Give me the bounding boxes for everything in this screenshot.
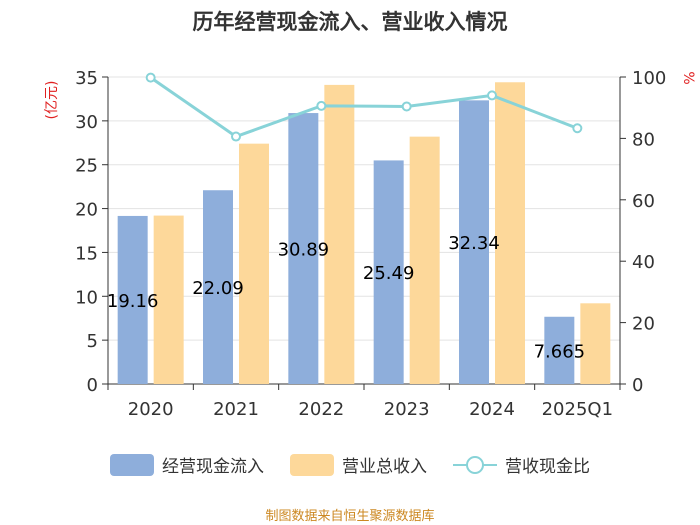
line-cash-ratio — [149, 76, 578, 139]
bar-revenue — [239, 143, 269, 384]
x-tick-label: 2021 — [213, 399, 259, 420]
legend-swatch-revenue — [290, 453, 334, 476]
bar-cash-inflow — [288, 113, 319, 384]
point-cash-ratio — [401, 101, 412, 112]
bar-revenue — [153, 215, 184, 384]
data-label-cash-inflow: 25.49 — [363, 263, 415, 284]
point-cash-ratio — [231, 131, 241, 142]
legend-item-revenue[interactable]: 营业总收入 — [290, 452, 427, 477]
x-tick-label: 2024 — [469, 399, 515, 420]
data-source-note: 制图数据来自恒生聚源数据库 — [265, 509, 435, 524]
x-tick-label: 2022 — [298, 399, 344, 420]
bar-revenue — [580, 303, 611, 384]
legend-label-cash-inflow: 经营现金流入 — [162, 457, 264, 477]
bar-cash-inflow — [203, 190, 233, 384]
data-label-cash-inflow: 30.89 — [278, 240, 330, 261]
bar-revenue — [409, 136, 440, 384]
y-tick-label: 25 — [75, 156, 98, 177]
y-right-tick-label: 40 — [632, 252, 655, 273]
legend-line-marker-icon — [453, 454, 497, 476]
data-label-cash-inflow: 7.665 — [534, 341, 586, 362]
bar-revenue — [324, 84, 355, 384]
legend-label-cash-ratio: 营收现金比 — [505, 457, 590, 477]
y-tick-label: 30 — [75, 112, 98, 133]
bar-cash-inflow — [117, 215, 148, 384]
legend-swatch-cash-inflow — [110, 453, 154, 476]
legend-item-cash-inflow[interactable]: 经营现金流入 — [110, 452, 264, 477]
bar-cash-inflow — [373, 160, 404, 384]
y-right-tick-label: 60 — [632, 191, 655, 212]
y-right-tick-label: 80 — [632, 129, 655, 150]
y-tick-label: 0 — [87, 375, 98, 396]
chart-legend: 经营现金流入 营业总收入 营收现金比 — [0, 452, 700, 477]
bar-revenue — [495, 82, 525, 385]
y-axis-title: (亿元) — [44, 81, 60, 120]
y-tick-label: 20 — [75, 200, 98, 221]
x-tick-label: 2020 — [128, 399, 174, 420]
data-label-cash-inflow: 32.34 — [448, 233, 500, 254]
data-label-cash-inflow: 19.16 — [107, 291, 159, 312]
bar-cash-inflow — [544, 316, 575, 384]
point-cash-ratio — [487, 90, 497, 101]
x-tick-label: 2023 — [384, 399, 430, 420]
y-right-tick-label: 100 — [632, 68, 666, 89]
y-tick-label: 5 — [87, 331, 98, 352]
x-tick-label: 2025Q1 — [542, 399, 613, 420]
point-cash-ratio — [145, 72, 156, 83]
y-right-tick-label: 0 — [632, 375, 643, 396]
y-right-axis-title: % — [680, 71, 696, 84]
chart-title: 历年经营现金流入、营业收入情况 — [192, 10, 508, 34]
y-tick-label: 10 — [75, 287, 98, 308]
data-label-cash-inflow: 22.09 — [192, 278, 244, 299]
point-cash-ratio — [316, 100, 327, 111]
y-right-tick-label: 20 — [632, 314, 655, 335]
legend-label-revenue: 营业总收入 — [342, 457, 427, 477]
y-tick-label: 35 — [75, 68, 98, 89]
bar-cash-inflow — [459, 100, 489, 384]
legend-item-cash-ratio[interactable]: 营收现金比 — [453, 452, 590, 477]
y-tick-label: 15 — [75, 243, 98, 264]
point-cash-ratio — [572, 123, 583, 134]
